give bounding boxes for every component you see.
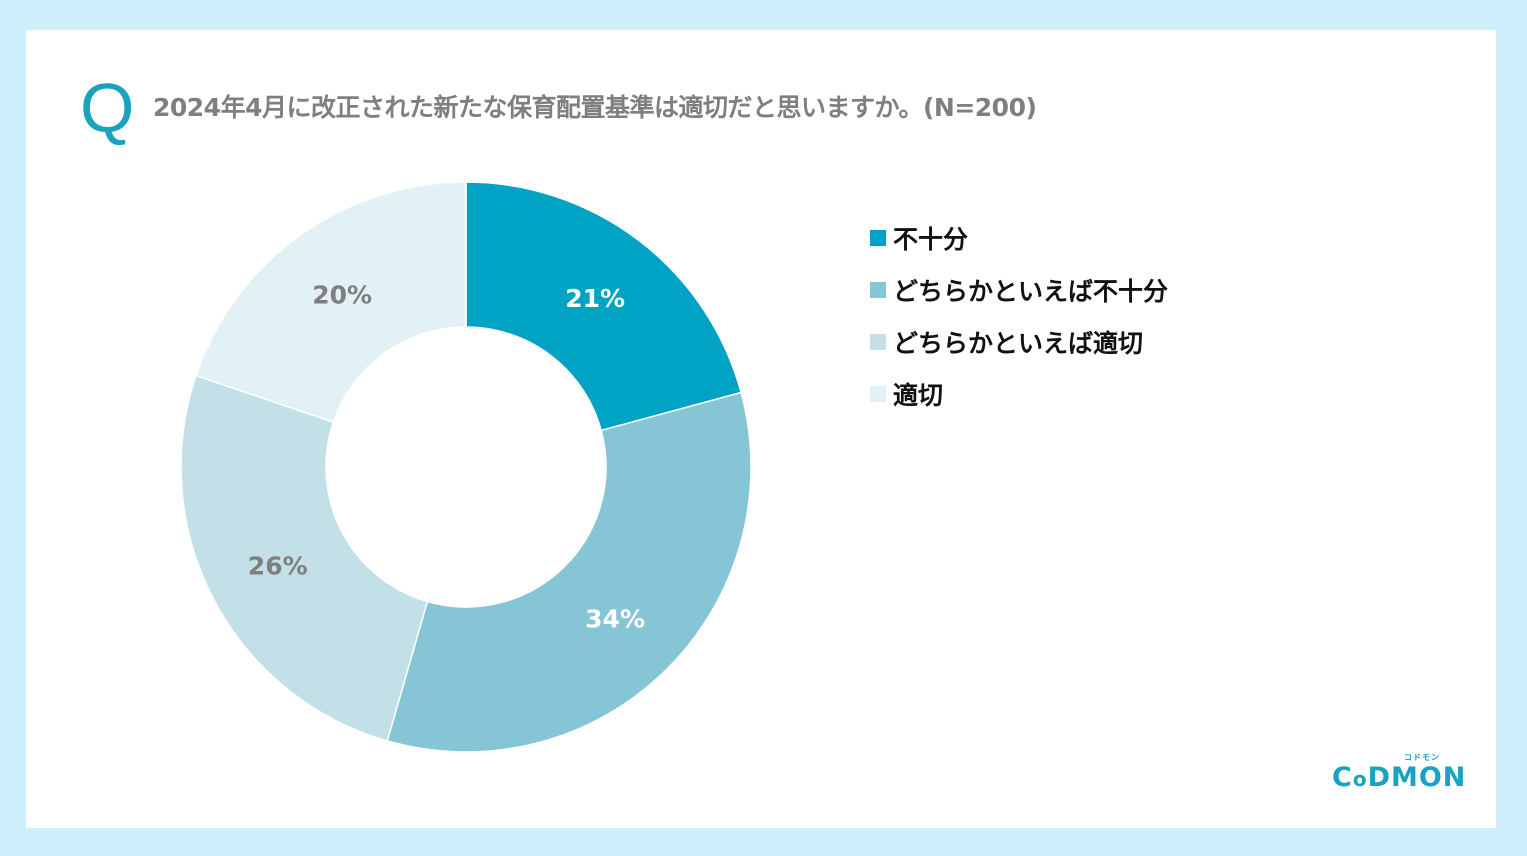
legend-label: どちらかといえば不十分 <box>893 277 1169 306</box>
legend-swatch <box>870 334 886 350</box>
legend-item: どちらかといえば不十分 <box>870 264 1168 316</box>
data-label: 20% <box>312 280 372 309</box>
question-mark: Q <box>80 69 135 147</box>
legend: 不十分 どちらかといえば不十分 どちらかといえば適切 適切 <box>870 212 1168 420</box>
legend-swatch <box>870 230 886 246</box>
codmon-logo: CoDMON コドモン <box>1332 753 1467 793</box>
data-label: 26% <box>248 552 308 581</box>
legend-item: 不十分 <box>870 212 1168 264</box>
legend-label: 不十分 <box>893 225 969 254</box>
legend-label: どちらかといえば適切 <box>893 329 1144 358</box>
donut-slice-1 <box>386 391 752 753</box>
donut-slice-3 <box>195 181 467 424</box>
donut-slice-2 <box>180 374 429 742</box>
data-label: 34% <box>585 604 645 633</box>
donut-slice-0 <box>465 181 743 432</box>
legend-swatch <box>870 282 886 298</box>
legend-item: どちらかといえば適切 <box>870 316 1168 368</box>
legend-label: 適切 <box>893 381 944 410</box>
legend-swatch <box>870 386 886 402</box>
page-title: 2024年4月に改正された新たな保育配置基準は適切だと思いますか。(N=200) <box>153 93 1037 122</box>
legend-item: 適切 <box>870 368 1168 420</box>
data-label: 21% <box>565 284 625 313</box>
